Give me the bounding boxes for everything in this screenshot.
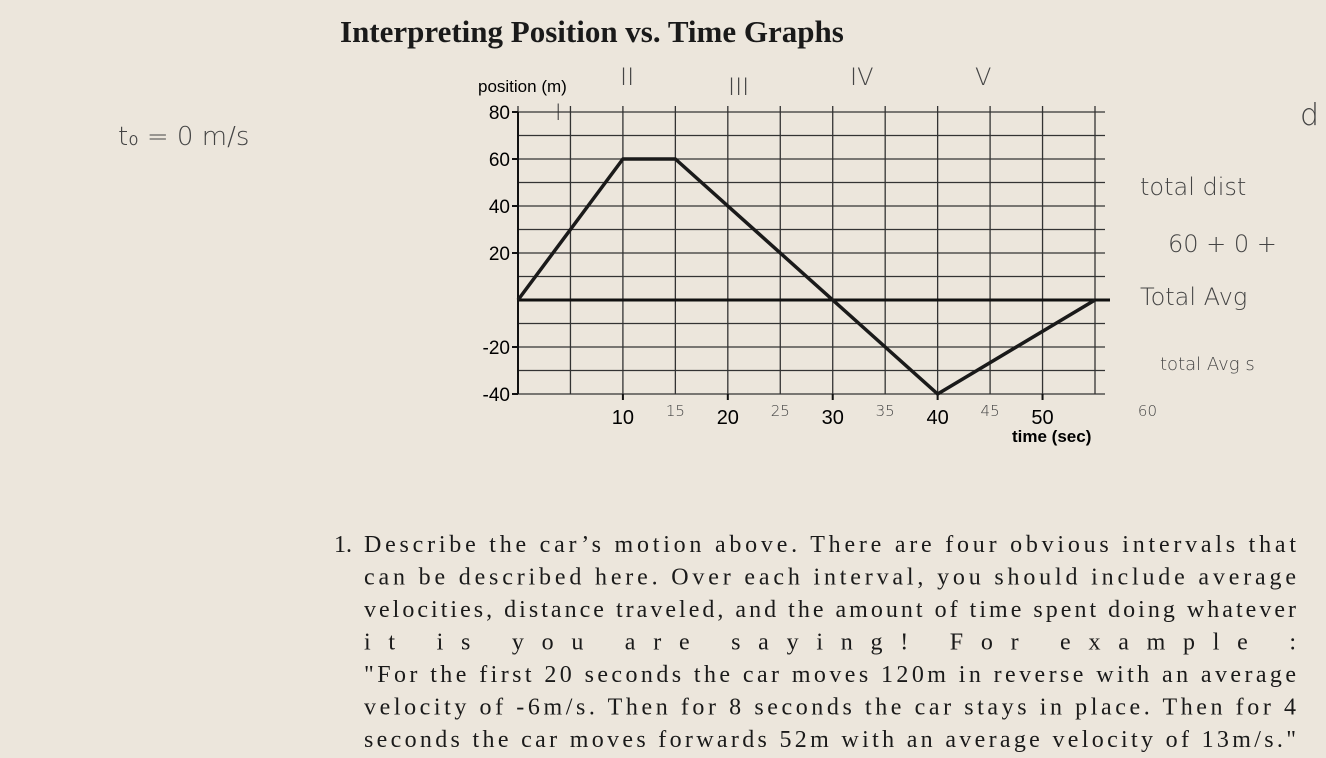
- handwritten-tick-label: 60: [1138, 402, 1157, 420]
- handwritten-note: t₀ = 0 m/s: [118, 122, 249, 152]
- question-line: Describe the car’s motion above. There a…: [364, 532, 1296, 558]
- title: Interpreting Position vs. Time Graphs: [340, 14, 844, 49]
- interval-label: I: [555, 101, 562, 126]
- y-tick-label: 40: [489, 197, 510, 218]
- handwritten-note: total Avg s: [1160, 354, 1255, 375]
- question-line: velocities, distance traveled, and the a…: [364, 597, 1296, 623]
- question-line: it is you are saying! For example :: [364, 630, 1296, 656]
- question-line: can be described here. Over each interva…: [364, 565, 1296, 591]
- question-line: seconds the car moves forwards 52m with …: [364, 727, 1296, 753]
- y-tick-label: -20: [483, 338, 510, 359]
- x-tick-label: 20: [717, 407, 739, 429]
- interval-label: II: [620, 63, 634, 91]
- handwritten-tick-label: 45: [981, 402, 1000, 420]
- handwritten-note: total dist: [1140, 173, 1246, 201]
- x-axis-label: time (sec): [1012, 427, 1091, 446]
- interval-label: V: [975, 63, 991, 91]
- y-tick-label: 60: [489, 150, 510, 171]
- data-line: [516, 157, 1096, 396]
- y-axis-label: position (m): [478, 77, 567, 96]
- y-tick-label: 20: [489, 244, 510, 265]
- question-line: velocity of -6m/s. Then for 8 seconds th…: [364, 695, 1296, 721]
- x-tick-label: 50: [1031, 407, 1053, 429]
- handwritten-tick-label: 15: [666, 402, 685, 420]
- handwritten-note: Total Avg: [1140, 283, 1247, 311]
- x-tick-label: 40: [927, 407, 949, 429]
- handwritten-note: d: [1300, 98, 1319, 133]
- interval-label: IV: [850, 63, 874, 91]
- y-tick-label: -40: [483, 385, 510, 406]
- handwritten-note: 60 + 0 +: [1168, 230, 1277, 258]
- question-number: 1.: [334, 532, 352, 558]
- y-tick-label: 80: [489, 103, 510, 124]
- x-tick-label: 30: [822, 407, 844, 429]
- handwritten-tick-label: 35: [876, 402, 895, 420]
- question-line: "For the first 20 seconds the car moves …: [364, 662, 1296, 688]
- x-tick-label: 10: [612, 407, 634, 429]
- handwritten-tick-label: 25: [771, 402, 790, 420]
- interval-label: III: [728, 73, 749, 101]
